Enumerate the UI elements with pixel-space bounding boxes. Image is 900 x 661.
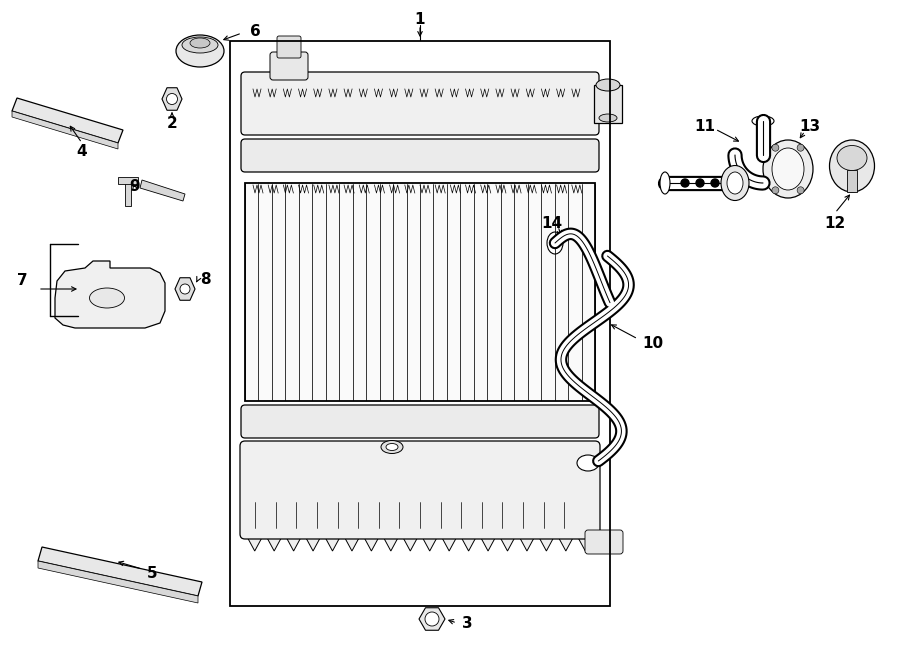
- Circle shape: [797, 144, 804, 151]
- Text: 4: 4: [76, 143, 87, 159]
- Ellipse shape: [830, 140, 875, 192]
- Ellipse shape: [381, 440, 403, 453]
- FancyBboxPatch shape: [240, 441, 600, 539]
- Text: 7: 7: [17, 272, 27, 288]
- Text: 3: 3: [462, 615, 472, 631]
- FancyBboxPatch shape: [241, 139, 599, 172]
- Bar: [594, 85, 622, 123]
- Circle shape: [681, 179, 689, 187]
- Bar: [230, 41, 610, 606]
- Text: 6: 6: [249, 24, 260, 38]
- Ellipse shape: [190, 38, 210, 48]
- Circle shape: [425, 612, 439, 626]
- Ellipse shape: [763, 140, 813, 198]
- Text: 5: 5: [147, 566, 158, 580]
- FancyBboxPatch shape: [277, 36, 301, 58]
- Text: 13: 13: [799, 118, 821, 134]
- Bar: [847, 170, 857, 192]
- Circle shape: [797, 187, 804, 194]
- Ellipse shape: [599, 114, 617, 122]
- Ellipse shape: [577, 455, 599, 471]
- Bar: [125, 178, 131, 206]
- Text: 1: 1: [415, 11, 425, 26]
- Polygon shape: [245, 501, 595, 551]
- FancyBboxPatch shape: [241, 405, 599, 438]
- Polygon shape: [38, 547, 202, 596]
- FancyBboxPatch shape: [241, 72, 599, 135]
- Bar: [245, 183, 595, 401]
- Circle shape: [772, 144, 778, 151]
- Ellipse shape: [772, 148, 804, 190]
- Polygon shape: [162, 88, 182, 110]
- Circle shape: [772, 187, 778, 194]
- Ellipse shape: [752, 116, 774, 126]
- Ellipse shape: [547, 232, 563, 254]
- Ellipse shape: [721, 165, 749, 200]
- Circle shape: [166, 93, 177, 104]
- Text: 11: 11: [695, 118, 716, 134]
- FancyBboxPatch shape: [585, 530, 623, 554]
- Circle shape: [711, 179, 719, 187]
- Text: 12: 12: [824, 215, 846, 231]
- Polygon shape: [55, 261, 165, 328]
- Ellipse shape: [596, 79, 620, 91]
- Text: 9: 9: [130, 178, 140, 194]
- Text: 8: 8: [200, 272, 211, 286]
- Polygon shape: [175, 278, 195, 300]
- Ellipse shape: [837, 145, 867, 171]
- Polygon shape: [419, 607, 445, 630]
- Ellipse shape: [89, 288, 124, 308]
- Ellipse shape: [660, 172, 670, 194]
- Polygon shape: [140, 180, 185, 201]
- Circle shape: [696, 179, 704, 187]
- Polygon shape: [12, 98, 123, 143]
- Text: 14: 14: [542, 215, 562, 231]
- Polygon shape: [12, 111, 118, 149]
- Ellipse shape: [727, 172, 743, 194]
- Circle shape: [180, 284, 190, 294]
- FancyBboxPatch shape: [270, 52, 308, 80]
- Polygon shape: [38, 561, 198, 603]
- Ellipse shape: [176, 35, 224, 67]
- Text: 2: 2: [166, 116, 177, 130]
- Ellipse shape: [182, 37, 218, 53]
- Bar: [118, 177, 138, 184]
- Text: 10: 10: [642, 336, 663, 350]
- Ellipse shape: [386, 444, 398, 451]
